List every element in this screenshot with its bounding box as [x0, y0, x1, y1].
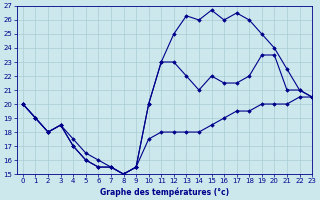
X-axis label: Graphe des températures (°c): Graphe des températures (°c) — [100, 187, 229, 197]
